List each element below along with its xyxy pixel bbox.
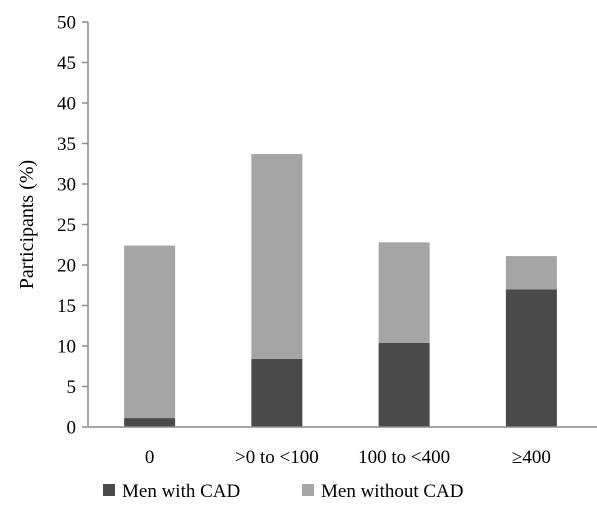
bar-segment-men-with-cad [378,342,430,427]
x-category-label: ≥400 [512,447,551,468]
legend-swatch [302,484,314,496]
legend-label: Men with CAD [122,481,240,502]
y-axis-title: Participants (%) [16,160,38,289]
legend: Men with CAD Men without CAD [103,481,464,502]
bar-segment-men-without-cad [505,256,557,290]
bar-segment-men-with-cad [505,289,557,427]
bar-segment-men-with-cad [251,358,303,427]
y-tick-label: 25 [57,215,76,236]
y-tick-label: 50 [57,13,76,34]
y-axis-ticks: 0 5 10 15 20 25 30 35 40 45 50 [57,13,88,439]
y-tick-label: 10 [57,337,76,358]
x-axis-labels: 0 >0 to <100 100 to <400 ≥400 [145,447,551,468]
y-tick-label: 5 [67,377,77,398]
x-category-label: 100 to <400 [358,447,450,468]
x-category-label: 0 [145,447,155,468]
legend-swatch [103,484,115,496]
y-tick-label: 35 [57,134,76,155]
bar-segment-men-without-cad [124,245,176,419]
y-tick-label: 30 [57,175,76,196]
x-category-label: >0 to <100 [235,447,319,468]
bar-segment-men-with-cad [124,418,176,427]
bar-segment-men-without-cad [378,242,430,343]
legend-label: Men without CAD [321,481,464,502]
y-tick-label: 15 [57,296,76,317]
y-tick-label: 40 [57,94,76,115]
bars-layer [124,154,557,427]
y-tick-label: 20 [57,256,76,277]
bar-segment-men-without-cad [251,154,303,359]
y-tick-label: 45 [57,53,76,74]
y-tick-label: 0 [67,418,77,439]
